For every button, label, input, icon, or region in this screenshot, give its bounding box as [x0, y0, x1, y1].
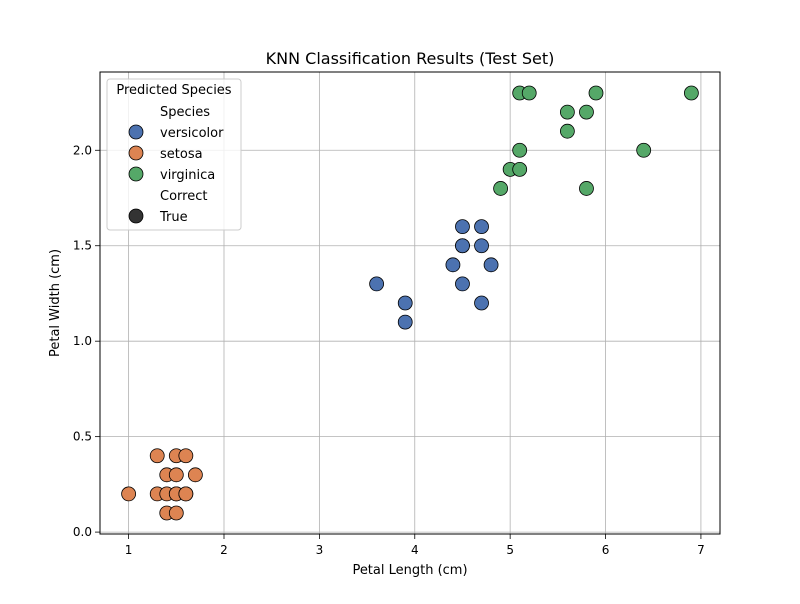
legend-title: Predicted Species: [116, 83, 231, 98]
data-point-virginica: [512, 142, 528, 158]
legend-label-versicolor: versicolor: [160, 126, 224, 141]
chart-title: KNN Classification Results (Test Set): [266, 49, 555, 68]
data-point-versicolor: [474, 238, 489, 254]
legend-marker-true: [128, 208, 144, 224]
data-point-versicolor: [474, 295, 489, 311]
data-point-versicolor: [397, 314, 413, 330]
legend-correct-heading: Correct: [160, 189, 207, 204]
x-tick-label: 4: [411, 543, 419, 557]
legend-label-setosa: setosa: [160, 147, 203, 162]
data-point-setosa: [178, 486, 194, 502]
data-point-virginica: [493, 181, 509, 196]
data-point-virginica: [579, 104, 594, 120]
legend-label-virginica: virginica: [160, 168, 215, 183]
data-point-versicolor: [455, 276, 470, 292]
data-point-versicolor: [474, 219, 489, 235]
data-point-versicolor: [369, 276, 385, 292]
data-point-virginica: [521, 85, 537, 101]
data-point-versicolor: [483, 257, 499, 273]
x-axis-ticks: 1 2 3 4 5 6 7: [125, 534, 705, 557]
data-point-setosa: [121, 486, 137, 502]
x-tick-label: 6: [602, 543, 610, 557]
data-point-virginica: [579, 181, 594, 196]
data-point-setosa: [149, 448, 165, 464]
y-tick-label: 1.0: [73, 334, 92, 348]
data-point-versicolor: [445, 257, 461, 273]
data-point-virginica: [512, 161, 528, 177]
legend-label-true: True: [159, 210, 188, 225]
plot-frame: [99, 71, 721, 535]
x-tick-label: 1: [125, 543, 133, 557]
data-point-virginica: [559, 123, 575, 139]
legend-marker-virginica: [128, 166, 144, 182]
data-point-virginica: [559, 104, 575, 120]
legend-box: [106, 78, 242, 231]
data-point-virginica: [683, 85, 699, 101]
y-tick-label: 2.0: [73, 143, 92, 157]
y-axis-label: Petal Width (cm): [48, 249, 63, 357]
y-tick-label: 0.0: [73, 525, 92, 539]
data-point-setosa: [168, 467, 184, 483]
data-point-virginica: [636, 142, 652, 158]
data-point-setosa: [187, 467, 203, 483]
data-point-versicolor: [455, 238, 470, 254]
x-tick-label: 7: [697, 543, 705, 557]
legend: Predicted Species Species versicolor set…: [106, 78, 242, 231]
data-point-versicolor: [397, 295, 413, 311]
data-points: [121, 85, 699, 521]
data-point-virginica: [588, 85, 604, 101]
x-tick-label: 2: [220, 543, 228, 557]
x-axis-label: Petal Length (cm): [352, 563, 467, 578]
y-tick-label: 1.5: [73, 239, 92, 253]
legend-species-heading: Species: [160, 105, 210, 120]
y-tick-label: 0.5: [73, 430, 92, 444]
data-point-setosa: [178, 448, 194, 464]
legend-marker-setosa: [128, 145, 144, 161]
y-axis-ticks: 0.0 0.5 1.0 1.5 2.0: [73, 143, 100, 539]
data-point-setosa: [168, 505, 184, 521]
data-point-versicolor: [455, 219, 470, 235]
x-tick-label: 5: [506, 543, 514, 557]
legend-marker-versicolor: [128, 124, 144, 140]
x-tick-label: 3: [316, 543, 324, 557]
